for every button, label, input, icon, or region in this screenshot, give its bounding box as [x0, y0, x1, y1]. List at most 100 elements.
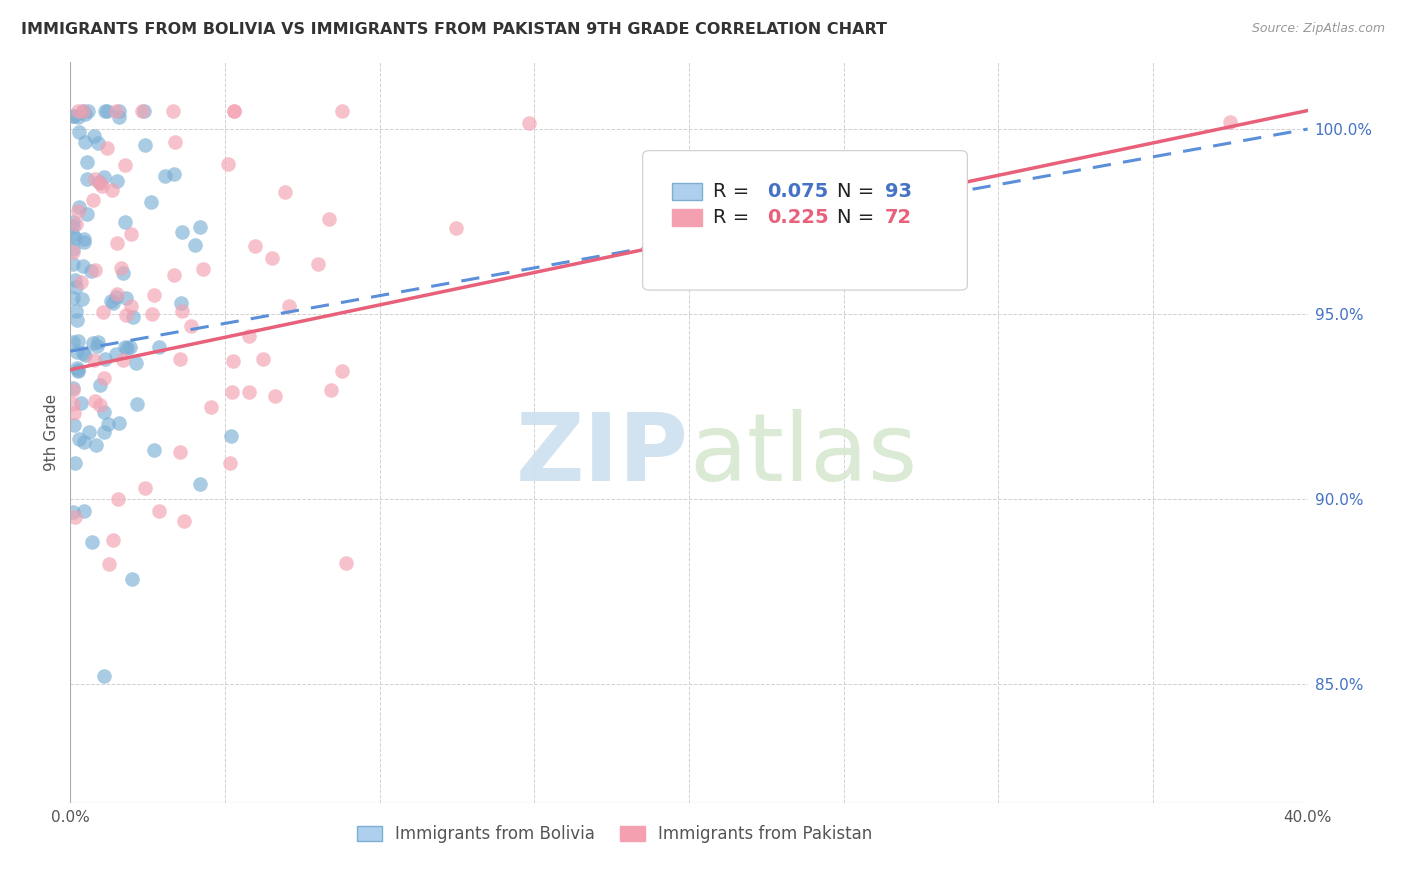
Point	[70, 293, 93, 307]
Point	[319, 383, 342, 397]
Point	[252, 352, 274, 367]
Point	[200, 400, 222, 414]
Point	[120, 299, 142, 313]
Point	[63, 231, 86, 245]
Text: 0.225: 0.225	[766, 208, 828, 227]
Point	[141, 307, 163, 321]
Point	[96, 140, 118, 154]
Point	[184, 238, 207, 252]
Point	[221, 354, 243, 368]
Point	[107, 491, 129, 506]
Point	[163, 167, 186, 181]
Point	[72, 103, 94, 118]
Point	[86, 339, 108, 353]
Point	[148, 504, 170, 518]
Point	[73, 232, 96, 246]
Point	[114, 340, 136, 354]
Point	[93, 371, 115, 385]
Point	[100, 293, 122, 308]
Text: IMMIGRANTS FROM BOLIVIA VS IMMIGRANTS FROM PAKISTAN 9TH GRADE CORRELATION CHART: IMMIGRANTS FROM BOLIVIA VS IMMIGRANTS FR…	[21, 22, 887, 37]
Point	[96, 103, 118, 118]
Point	[65, 303, 87, 318]
Point	[105, 286, 128, 301]
Point	[238, 329, 260, 343]
Point	[66, 345, 89, 359]
Point	[94, 103, 117, 118]
Point	[89, 378, 111, 392]
Point	[93, 169, 115, 184]
Point	[65, 217, 87, 231]
Point	[91, 178, 114, 193]
Point	[97, 417, 120, 431]
Point	[219, 456, 242, 470]
Point	[62, 334, 84, 349]
Point	[335, 557, 357, 571]
Point	[73, 135, 96, 149]
Point	[222, 103, 245, 118]
Point	[66, 363, 89, 377]
Point	[89, 398, 111, 412]
Point	[142, 442, 165, 457]
Point	[108, 110, 131, 124]
Point	[70, 275, 93, 289]
Point	[83, 394, 105, 409]
Point	[125, 397, 148, 411]
Point	[131, 103, 153, 118]
Point	[104, 347, 127, 361]
Text: 72: 72	[884, 208, 912, 227]
Point	[169, 352, 191, 367]
Point	[65, 360, 87, 375]
Point	[63, 406, 86, 420]
Point	[76, 155, 98, 169]
Point	[72, 103, 94, 118]
Point	[1219, 114, 1241, 128]
Point	[87, 136, 110, 150]
Point	[121, 572, 143, 586]
Point	[62, 257, 84, 271]
Text: 93: 93	[884, 182, 912, 201]
Point	[76, 207, 98, 221]
Point	[89, 175, 111, 189]
Point	[219, 429, 242, 443]
Point	[67, 103, 90, 118]
Point	[62, 397, 84, 411]
Point	[114, 158, 136, 172]
Point	[66, 364, 89, 378]
Point	[173, 514, 195, 528]
Y-axis label: 9th Grade: 9th Grade	[44, 394, 59, 471]
Point	[263, 389, 285, 403]
Point	[93, 425, 115, 440]
Point	[120, 227, 142, 241]
Point	[63, 273, 86, 287]
Point	[332, 364, 354, 378]
Point	[134, 481, 156, 495]
Point	[153, 169, 176, 184]
Point	[141, 195, 163, 210]
Text: ZIP: ZIP	[516, 409, 689, 500]
Point	[93, 669, 115, 683]
Point	[83, 352, 105, 367]
Point	[115, 308, 138, 322]
Point	[110, 260, 132, 275]
Point	[82, 193, 104, 207]
Point	[238, 384, 260, 399]
Point	[221, 384, 243, 399]
Point	[62, 109, 84, 123]
Point	[62, 505, 84, 519]
Point	[180, 319, 202, 334]
Point	[63, 456, 86, 470]
Point	[67, 126, 90, 140]
Point	[108, 103, 131, 118]
Point	[274, 186, 297, 200]
Point	[105, 290, 128, 304]
Point	[62, 384, 84, 398]
Point	[66, 334, 89, 348]
Point	[67, 204, 90, 219]
Point	[222, 103, 245, 118]
Point	[73, 434, 96, 449]
Point	[170, 225, 193, 239]
Point	[91, 304, 114, 318]
Point	[134, 137, 156, 152]
Point	[67, 110, 90, 124]
Point	[62, 381, 84, 395]
